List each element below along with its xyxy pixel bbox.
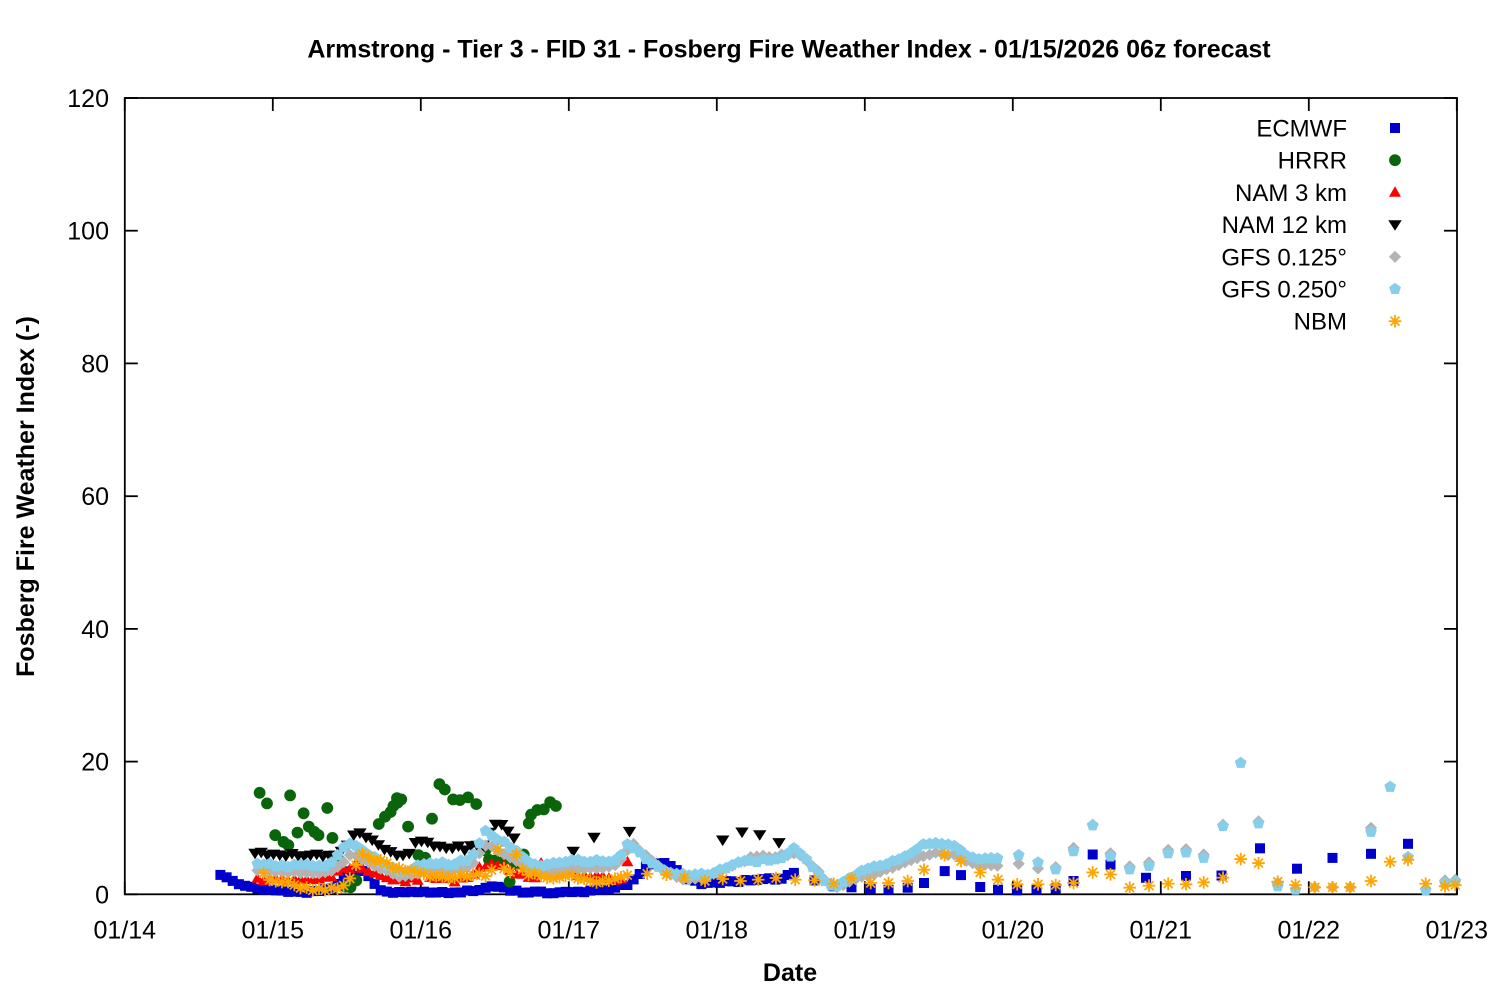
svg-text:01/17: 01/17 [538,917,601,945]
svg-text:NAM 3 km: NAM 3 km [1235,180,1347,207]
svg-text:01/18: 01/18 [686,917,749,945]
svg-text:60: 60 [81,483,109,511]
svg-text:01/15: 01/15 [242,917,305,945]
svg-text:Date: Date [763,959,817,987]
svg-text:01/20: 01/20 [982,917,1045,945]
svg-text:80: 80 [81,350,109,378]
svg-text:20: 20 [81,749,109,777]
svg-text:GFS 0.125°: GFS 0.125° [1221,244,1347,271]
svg-text:01/19: 01/19 [834,917,897,945]
svg-text:40: 40 [81,616,109,644]
svg-text:NAM 12 km: NAM 12 km [1222,212,1347,239]
svg-text:GFS 0.250°: GFS 0.250° [1221,277,1347,304]
svg-text:HRRR: HRRR [1278,148,1347,175]
svg-text:100: 100 [67,218,109,246]
svg-text:Armstrong - Tier 3 - FID 31 -: Armstrong - Tier 3 - FID 31 - Fosberg Fi… [307,36,1271,64]
svg-text:ECMWF: ECMWF [1256,116,1347,143]
svg-text:Fosberg Fire Weather Index (-): Fosberg Fire Weather Index (-) [12,316,40,677]
svg-text:120: 120 [67,85,109,113]
svg-text:01/14: 01/14 [94,917,157,945]
svg-text:01/23: 01/23 [1426,917,1489,945]
svg-text:01/21: 01/21 [1130,917,1193,945]
svg-text:NBM: NBM [1294,309,1347,336]
svg-text:01/16: 01/16 [390,917,453,945]
svg-text:0: 0 [95,881,109,909]
svg-text:01/22: 01/22 [1278,917,1341,945]
